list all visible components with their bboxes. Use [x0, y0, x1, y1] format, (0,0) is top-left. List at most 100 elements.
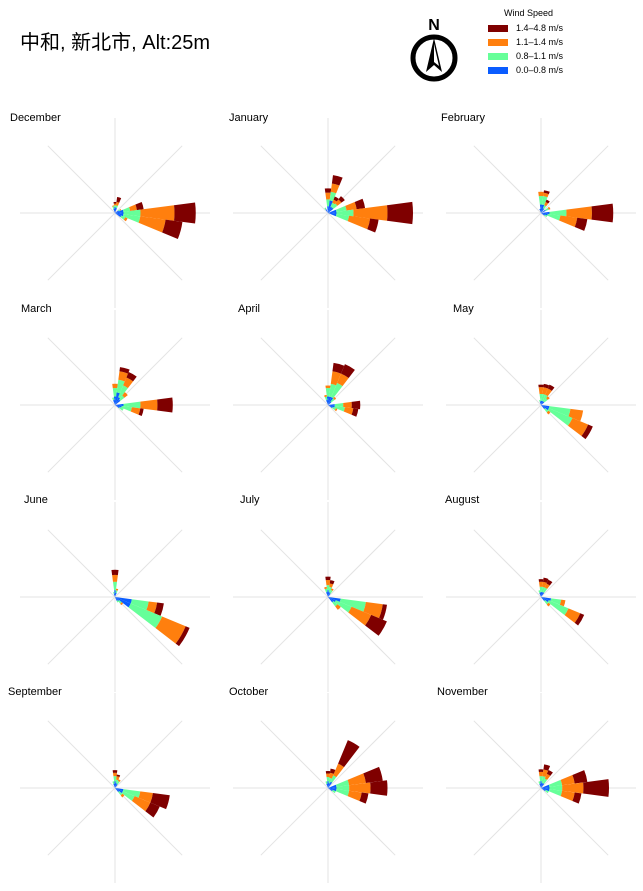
petal-segment	[562, 782, 584, 794]
month-label-june: June	[24, 494, 48, 506]
petal-segment	[349, 782, 371, 794]
petal-segment	[543, 383, 550, 389]
petal-segment	[547, 213, 561, 221]
petal-segment	[328, 788, 337, 792]
petal-segment	[330, 398, 335, 403]
petal-segment	[325, 771, 331, 774]
petal-segment	[540, 781, 542, 788]
petal-segment	[335, 205, 347, 212]
petal-segment	[113, 201, 117, 204]
petal-segment	[118, 791, 123, 796]
petal-segment	[325, 385, 331, 389]
petal-segment	[112, 781, 115, 785]
petal-segment	[115, 784, 118, 788]
legend-item: 0.8–1.1 m/s	[488, 49, 598, 63]
windrose-may	[446, 310, 636, 500]
petal-segment	[548, 779, 563, 787]
petal-segment	[123, 209, 141, 217]
petal-segment	[115, 211, 124, 215]
month-label-october: October	[229, 686, 269, 698]
petal-segment	[541, 405, 550, 409]
petal-segment	[115, 213, 124, 217]
petal-segment	[115, 209, 124, 213]
petal-segment	[335, 214, 350, 222]
petal-segment	[543, 764, 551, 771]
petal-segment	[559, 599, 566, 607]
petal-segment	[574, 613, 585, 626]
petal-segment	[324, 396, 328, 401]
windrose-april	[233, 310, 423, 500]
petal-segment	[113, 399, 115, 405]
petal-segment	[332, 199, 337, 205]
petal-segment	[328, 586, 332, 593]
petal-segment	[120, 602, 124, 606]
petal-segment	[122, 207, 131, 212]
petal-segment	[128, 603, 163, 629]
month-label-september: September	[8, 686, 62, 698]
petal-segment	[328, 206, 333, 213]
petal-segment	[115, 588, 119, 591]
legend: Wind Speed 1.4–4.8 m/s 1.1–1.4 m/s 0.8–1…	[488, 8, 598, 77]
windrose-november	[446, 693, 636, 883]
windrose-march	[20, 310, 210, 500]
petal-segment	[114, 781, 116, 788]
petal-segment	[338, 740, 360, 768]
petal-segment	[365, 614, 387, 636]
month-label-january: January	[229, 112, 269, 124]
petal-segment	[545, 388, 552, 397]
petal-segment	[546, 396, 550, 400]
petal-segment	[327, 590, 329, 597]
petal-segment	[334, 600, 352, 613]
petal-segment	[131, 796, 151, 812]
petal-segment	[324, 207, 327, 210]
petal-segment	[115, 592, 117, 597]
north-arrow-icon	[410, 34, 458, 82]
petal-segment	[546, 769, 553, 776]
legend-swatch	[488, 52, 508, 60]
petal-segment	[539, 399, 541, 402]
petal-segment	[329, 768, 336, 774]
petal-segment	[328, 786, 337, 790]
petal-segment	[541, 597, 549, 603]
petal-segment	[123, 401, 141, 409]
petal-segment	[328, 597, 334, 603]
petal-segment	[140, 205, 175, 221]
petal-segment	[330, 588, 334, 591]
petal-segment	[123, 377, 134, 389]
windrose-december	[20, 118, 210, 308]
petal-segment	[548, 789, 563, 797]
petal-segment	[326, 783, 328, 788]
petal-segment	[115, 202, 120, 206]
petal-segment	[367, 218, 379, 233]
petal-segment	[114, 205, 116, 208]
petal-segment	[538, 769, 544, 772]
petal-segment	[112, 206, 115, 210]
petal-segment	[120, 793, 125, 798]
petal-segment	[328, 591, 330, 597]
windrose-august	[446, 502, 636, 692]
petal-segment	[572, 792, 582, 804]
petal-segment	[328, 597, 341, 602]
petal-segment	[325, 781, 328, 785]
petal-segment	[119, 208, 122, 211]
petal-segment	[343, 407, 354, 415]
petal-segment	[135, 201, 144, 211]
petal-segment	[539, 208, 541, 213]
petal-segment	[545, 789, 549, 794]
petal-segment	[541, 783, 545, 788]
petal-segment	[325, 388, 331, 397]
petal-segment	[328, 788, 333, 792]
petal-segment	[328, 781, 333, 788]
page-title: 中和, 新北市, Alt:25m	[20, 32, 211, 54]
legend-title: Wind Speed	[504, 8, 554, 18]
petal-segment	[345, 201, 357, 211]
petal-segment	[329, 772, 334, 779]
petal-segment	[543, 192, 549, 198]
legend-label: 1.4–4.8 m/s	[516, 23, 564, 33]
petal-segment	[113, 783, 115, 788]
petal-segment	[327, 781, 329, 788]
petal-segment	[113, 772, 117, 777]
petal-segment	[119, 367, 130, 374]
petal-segment	[583, 779, 610, 797]
petal-segment	[328, 209, 337, 213]
